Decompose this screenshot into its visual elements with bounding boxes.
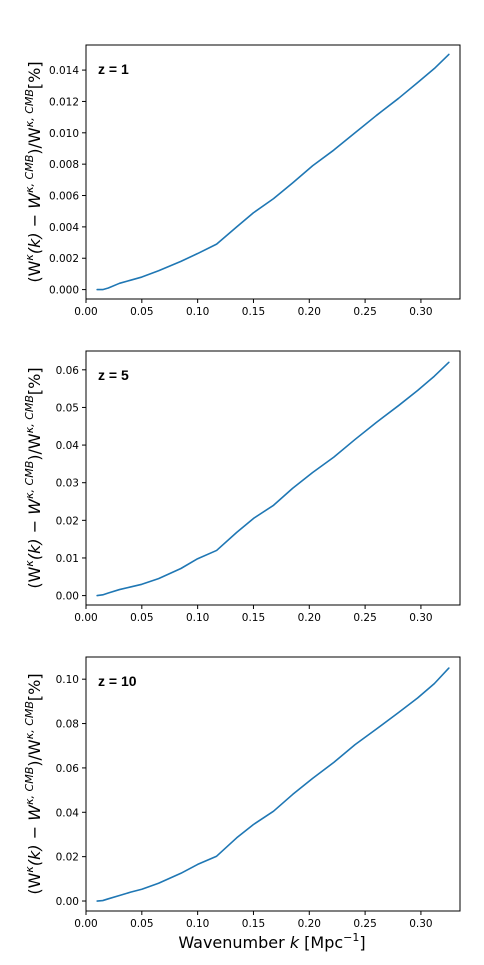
- panel-1-x-tick-label: 0.00: [74, 306, 97, 318]
- panel-2-y-tick-label: 0.03: [56, 478, 79, 490]
- panel-3-series-line: [96, 667, 450, 902]
- panel-2: 0.00 0.05 0.10 0.15 0.20 0.25 0.30 0.00 0.01 0.02…: [23, 350, 461, 624]
- panel-1-label: z = 1: [98, 61, 129, 77]
- panel-2-y-tick-label: 0.02: [56, 515, 79, 527]
- panel-2-y-tick-label: 0.00: [56, 591, 79, 603]
- panel-2-x-tick-label: 0.10: [186, 612, 209, 624]
- panel-1-x-tick-label: 0.10: [186, 306, 209, 318]
- panel-2-x-tick-label: 0.25: [353, 612, 376, 624]
- panel-3-y-axis-label: (Wκ(k) − Wκ, CMB)/Wκ, CMB[%]: [23, 673, 44, 894]
- panel-3-x-tick-label: 0.05: [130, 918, 153, 930]
- panel-1-y-tick-label: 0.010: [49, 128, 79, 140]
- panel-3-y-tick-label: 0.00: [56, 896, 79, 908]
- panel-3-y-tick-label: 0.10: [56, 674, 79, 686]
- panel-1-y-tick-label: 0.002: [49, 253, 79, 265]
- panel-1-y-tick-label: 0.012: [49, 96, 79, 108]
- panel-1-x-tick-label: 0.25: [353, 306, 376, 318]
- panel-2-y-axis-label: (Wκ(k) − Wκ, CMB)/Wκ, CMB[%]: [23, 367, 44, 588]
- panel-1-y-tick-label: 0.008: [49, 159, 79, 171]
- panel-2-y-tick-label: 0.04: [56, 440, 80, 452]
- panel-1-y-tick-label: 0.004: [49, 222, 79, 234]
- panel-2-x-tick-label: 0.30: [409, 612, 432, 624]
- panel-1-series-line: [96, 53, 450, 291]
- panel-1-x-tick-label: 0.20: [298, 306, 321, 318]
- panel-1-frame: [85, 44, 461, 300]
- panel-2-x-tick-label: 0.05: [130, 612, 153, 624]
- panel-3-y-tick-label: 0.06: [56, 763, 80, 775]
- panel-3-x-tick-label: 0.25: [353, 918, 376, 930]
- panel-1-y-tick-label: 0.006: [49, 191, 79, 203]
- panel-3-x-tick-label: 0.10: [186, 918, 209, 930]
- panel-3-x-tick-label: 0.30: [409, 918, 432, 930]
- panel-2-x-tick-label: 0.15: [242, 612, 265, 624]
- panel-2-label: z = 5: [98, 367, 129, 383]
- panel-1: 0.00 0.05 0.10 0.15 0.20 0.25 0.30 0.000 0.002 0.…: [23, 44, 461, 318]
- panel-1-x-tick-label: 0.05: [130, 306, 153, 318]
- panel-3-x-tick-label: 0.20: [298, 918, 321, 930]
- panel-1-y-axis-label: (Wκ(k) − Wκ, CMB)/Wκ, CMB[%]: [23, 61, 44, 282]
- panel-2-x-tick-label: 0.00: [74, 612, 97, 624]
- panel-1-y-tick-label: 0.000: [49, 285, 79, 297]
- panel-3-x-tick-label: 0.15: [242, 918, 265, 930]
- panel-1-y-tick-label: 0.014: [49, 65, 79, 77]
- panel-3-y-tick-label: 0.04: [56, 807, 80, 819]
- panel-3: 0.00 0.05 0.10 0.15 0.20 0.25 0.30 0.00 0.02 0.04…: [23, 656, 461, 930]
- panel-2-x-tick-label: 0.20: [298, 612, 321, 624]
- panel-1-x-tick-label: 0.30: [409, 306, 432, 318]
- panel-2-y-tick-label: 0.05: [56, 402, 79, 414]
- panel-2-series-line: [96, 361, 450, 597]
- panel-3-y-tick-label: 0.02: [56, 852, 79, 864]
- panel-1-x-tick-label: 0.15: [242, 306, 265, 318]
- panel-3-x-tick-label: 0.00: [74, 918, 97, 930]
- panel-3-frame: [85, 656, 461, 912]
- panel-3-y-tick-label: 0.08: [56, 719, 79, 731]
- panel-2-y-tick-label: 0.06: [56, 365, 80, 377]
- panel-3-label: z = 10: [98, 673, 137, 689]
- panel-2-y-tick-label: 0.01: [56, 553, 79, 565]
- panel-2-frame: [85, 350, 461, 606]
- x-axis-label: Wavenumber k [Mpc−1]: [178, 931, 365, 952]
